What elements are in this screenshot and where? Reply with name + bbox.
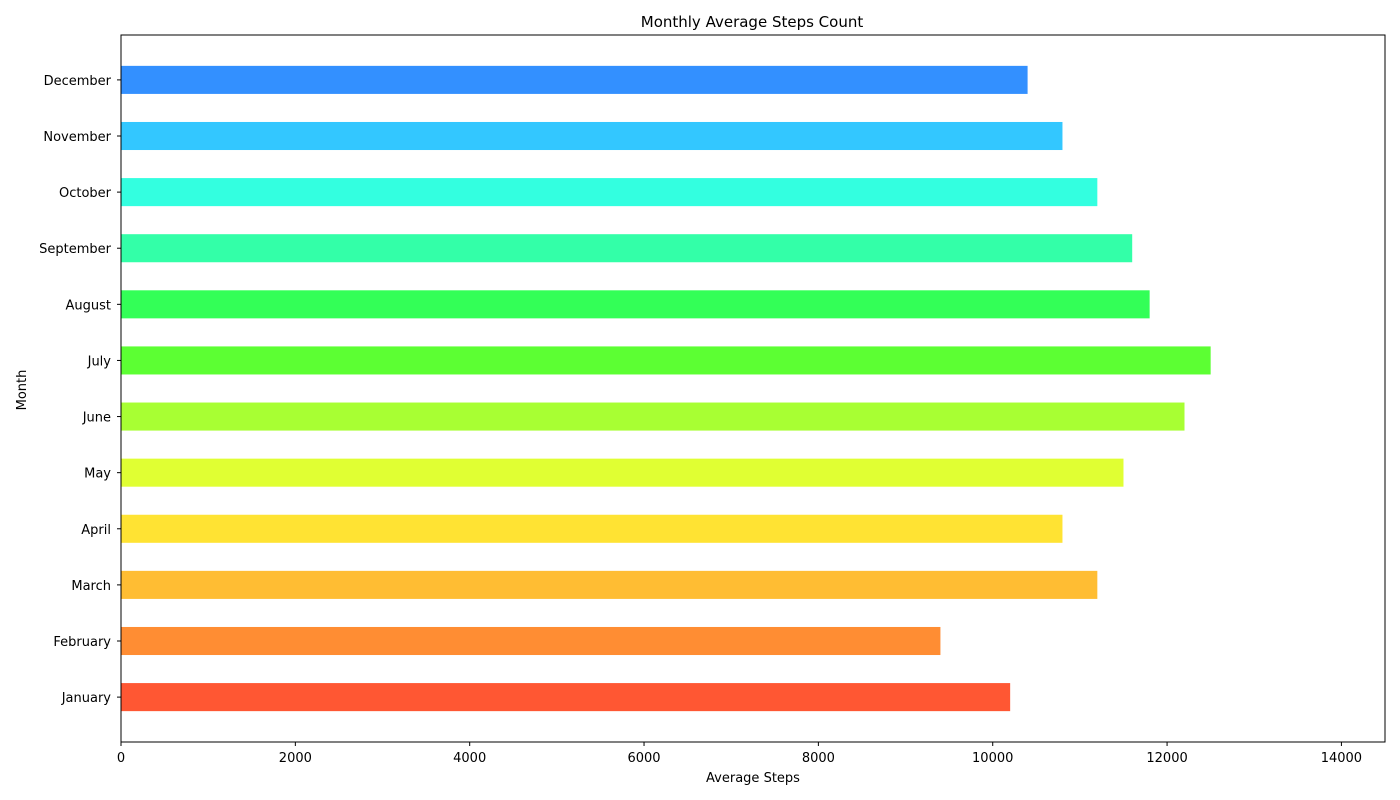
x-tick-label: 10000 — [972, 751, 1013, 766]
y-axis-ticks: January February March April May June July Augu… — [39, 74, 121, 706]
bar-june — [121, 402, 1185, 431]
x-axis-ticks: 0 2000 4000 6000 8000 10000 12000 14000 — [117, 742, 1362, 766]
y-tick-label-august: August — [66, 298, 112, 313]
x-tick-label: 8000 — [802, 751, 835, 766]
x-axis-label: Average Steps — [706, 771, 800, 786]
bar-november — [121, 121, 1063, 151]
bar-may — [121, 458, 1124, 487]
x-tick-label: 14000 — [1321, 751, 1362, 766]
x-tick-label: 0 — [117, 751, 125, 766]
bar-december — [121, 65, 1028, 94]
bar-august — [121, 290, 1150, 319]
y-tick-label-december: December — [44, 74, 112, 89]
bar-february — [121, 626, 941, 656]
y-tick-label-october: October — [59, 186, 112, 201]
x-tick-label: 2000 — [279, 751, 312, 766]
bar-january — [121, 683, 1011, 712]
y-tick-label-november: November — [43, 130, 111, 145]
x-tick-label: 6000 — [627, 751, 660, 766]
x-tick-label: 4000 — [453, 751, 486, 766]
y-tick-label-july: July — [87, 354, 112, 369]
bar-march — [121, 570, 1098, 599]
y-tick-label-march: March — [71, 579, 111, 594]
chart-title: Monthly Average Steps Count — [641, 13, 864, 31]
y-tick-label-june: June — [82, 411, 111, 426]
plot-frame — [120, 34, 1386, 743]
bar-july — [121, 346, 1211, 375]
bar-september — [121, 234, 1133, 263]
y-tick-label-january: January — [61, 691, 112, 706]
y-tick-label-april: April — [81, 523, 111, 538]
bars-group — [121, 65, 1211, 712]
bar-april — [121, 514, 1063, 543]
x-tick-label: 12000 — [1146, 751, 1187, 766]
y-tick-label-may: May — [84, 467, 111, 482]
bar-october — [121, 178, 1098, 207]
y-tick-label-february: February — [53, 635, 111, 650]
y-tick-label-september: September — [39, 242, 112, 257]
y-axis-label: Month — [15, 370, 30, 411]
